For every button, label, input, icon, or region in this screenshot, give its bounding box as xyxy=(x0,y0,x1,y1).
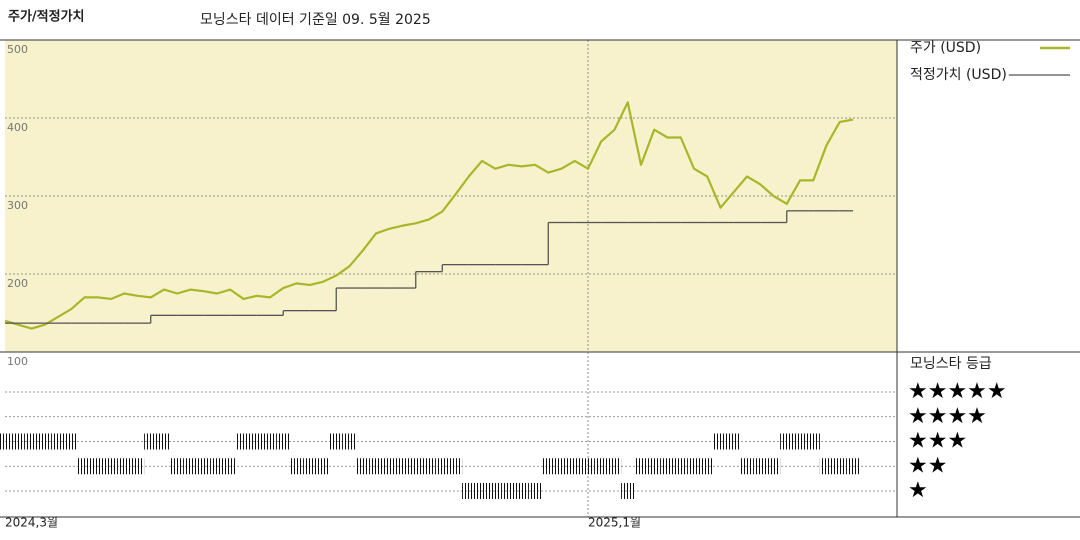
rating-mark xyxy=(475,483,489,499)
rating-mark xyxy=(766,458,781,475)
rating-mark xyxy=(276,433,290,450)
rating-mark xyxy=(210,458,224,475)
rating-mark xyxy=(303,458,317,475)
rating-mark xyxy=(369,458,383,475)
rating-mark xyxy=(329,433,343,450)
rating-mark xyxy=(528,483,542,499)
rating-mark xyxy=(342,433,357,450)
rating-mark xyxy=(316,458,330,475)
legend-label: 적정가치 (USD) xyxy=(910,67,1007,83)
rating-mark xyxy=(183,458,198,475)
rating-mark xyxy=(64,433,78,450)
rating-mark xyxy=(130,458,145,475)
rating-mark xyxy=(104,458,118,475)
rating-legend-stars: ★★ xyxy=(908,453,947,478)
rating-mark xyxy=(581,458,595,475)
rating-mark xyxy=(700,458,714,475)
x-tick-label: 2024,3월 xyxy=(5,516,58,530)
rating-mark xyxy=(819,458,834,475)
rating-mark xyxy=(409,458,423,475)
rating-mark xyxy=(435,458,449,475)
rating-legend-stars: ★★★ xyxy=(908,429,967,454)
rating-mark xyxy=(236,433,251,450)
rating-mark xyxy=(607,458,622,475)
rating-mark xyxy=(117,458,131,475)
rating-mark xyxy=(488,483,502,499)
rating-mark xyxy=(713,433,728,450)
rating-mark xyxy=(674,458,688,475)
y-tick-label: 300 xyxy=(7,199,28,212)
rating-mark xyxy=(0,433,12,450)
rating-mark xyxy=(846,458,860,475)
legend-label: 주가 (USD) xyxy=(910,40,981,56)
rating-legend-stars: ★ xyxy=(908,478,928,503)
y-tick-label: 400 xyxy=(7,121,28,134)
rating-mark xyxy=(356,458,370,475)
rating-mark xyxy=(687,458,701,475)
rating-mark xyxy=(515,483,529,499)
rating-mark xyxy=(250,433,264,450)
rating-mark xyxy=(77,458,92,475)
y-tick-label: 500 xyxy=(7,43,28,56)
rating-legend-stars: ★★★★ xyxy=(908,404,987,429)
rating-mark xyxy=(806,433,820,450)
rating-mark xyxy=(621,483,635,499)
rating-mark xyxy=(727,433,741,450)
rating-mark xyxy=(647,458,661,475)
rating-mark xyxy=(594,458,608,475)
rating-mark xyxy=(541,458,555,475)
rating-legend-title: 모닝스타 등급 xyxy=(910,356,992,372)
y-tick-label: 200 xyxy=(7,277,28,290)
rating-legend-stars: ★★★★★ xyxy=(908,379,1007,404)
rating-mark xyxy=(157,433,171,450)
chart-title: 주가/적정가치 xyxy=(8,9,85,25)
rating-mark xyxy=(568,458,582,475)
price-line xyxy=(4,101,854,330)
rating-mark xyxy=(660,458,675,475)
rating-mark xyxy=(448,458,463,475)
rating-mark xyxy=(833,458,847,475)
rating-mark xyxy=(144,433,158,450)
rating-mark xyxy=(554,458,569,475)
rating-mark xyxy=(263,433,277,450)
rating-mark xyxy=(780,433,794,450)
rating-mark xyxy=(634,458,648,475)
x-tick-label: 2025,1월 xyxy=(588,516,641,530)
chart-subtitle: 모닝스타 데이터 기준일 09. 5월 2025 xyxy=(200,12,431,28)
rating-mark xyxy=(753,458,767,475)
rating-mark xyxy=(740,458,754,475)
rating-mark xyxy=(170,458,184,475)
rating-mark xyxy=(422,458,436,475)
rating-mark xyxy=(24,433,39,450)
rating-mark xyxy=(382,458,396,475)
rating-mark xyxy=(223,458,237,475)
rating-mark xyxy=(11,433,25,450)
rating-mark xyxy=(793,433,807,450)
rating-mark xyxy=(51,433,65,450)
rating-mark xyxy=(91,458,105,475)
rating-mark xyxy=(197,458,211,475)
y-tick-label: 100 xyxy=(7,355,28,368)
rating-mark xyxy=(395,458,410,475)
rating-mark xyxy=(289,458,304,475)
rating-mark xyxy=(462,483,476,499)
rating-mark xyxy=(38,433,52,450)
rating-mark xyxy=(501,483,516,499)
